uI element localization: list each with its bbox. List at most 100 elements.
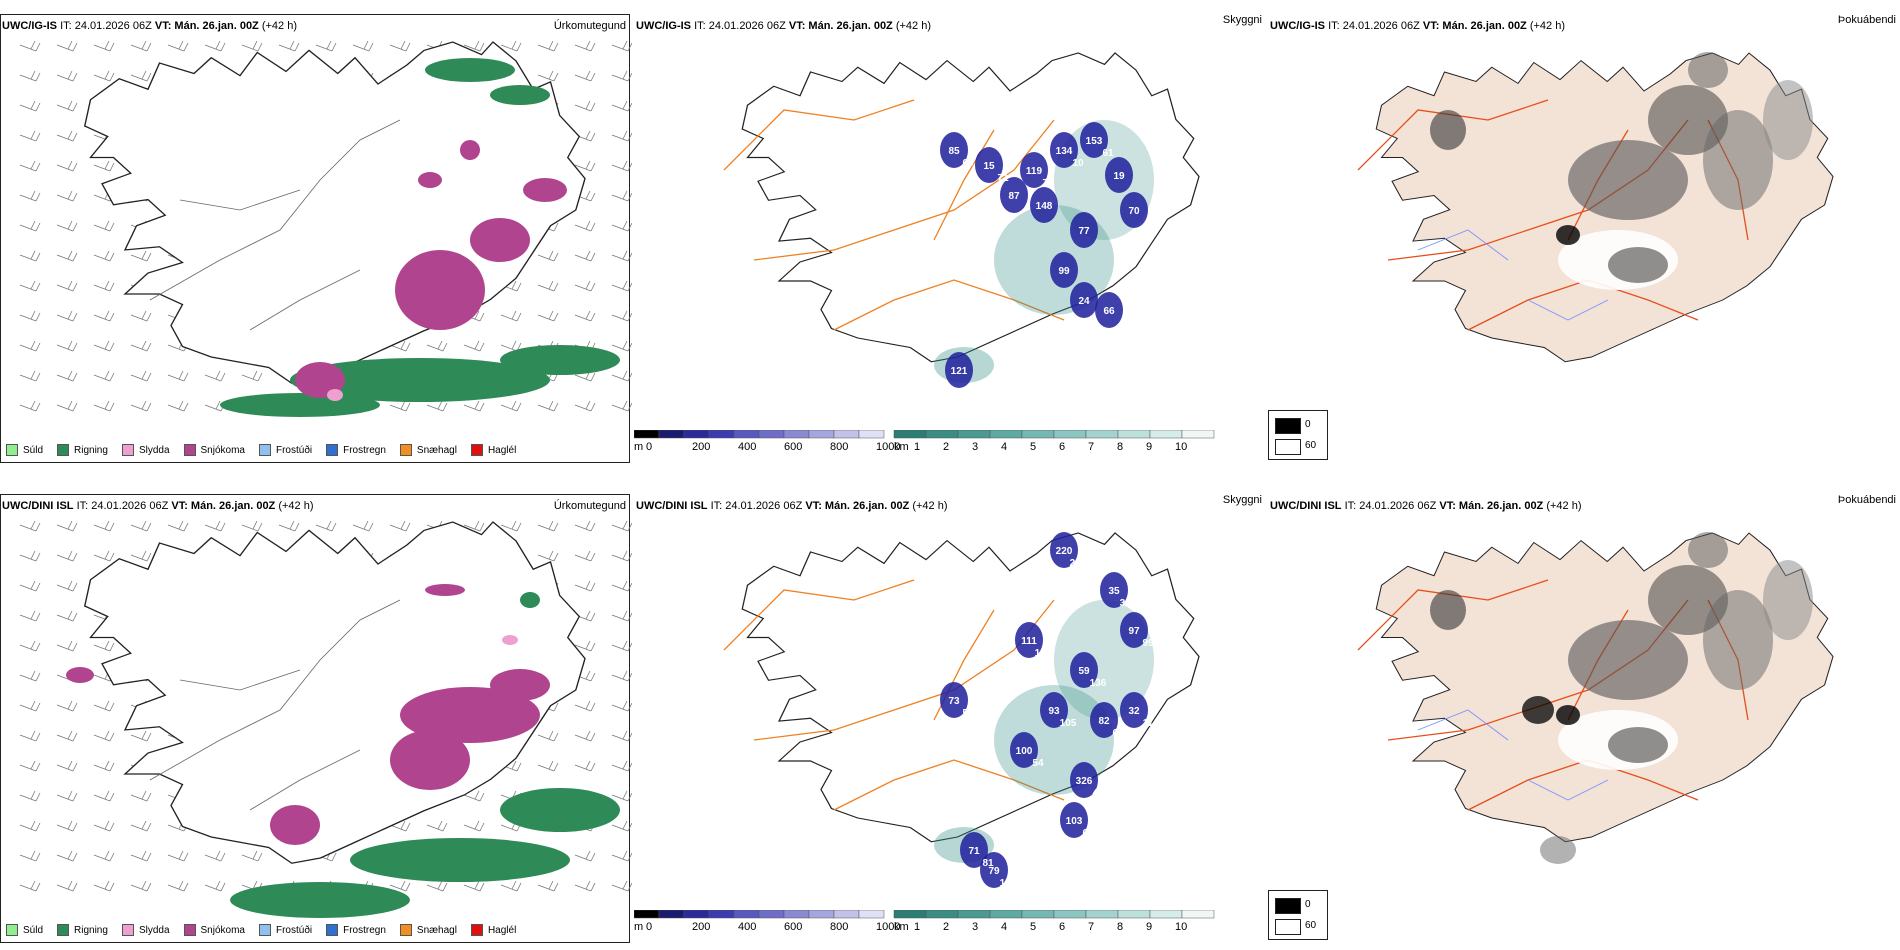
wind-barb [537,40,559,52]
wind-barb [537,760,559,772]
low-ceiling-area [1080,122,1108,158]
wind-barb [611,100,632,112]
ceiling-label: 45 [1092,788,1104,799]
colorbar-cell [925,910,959,919]
wind-barb [537,310,559,322]
ceiling-label: 58 [962,708,974,719]
fog-index-area [1568,620,1688,700]
rain-area [290,358,550,402]
rain-area [230,882,410,918]
wind-barb [56,70,78,82]
wind-barb [611,40,632,52]
wind-barb [204,40,226,52]
ceiling-label: 105 [1060,718,1077,729]
wind-barb [352,40,374,52]
ceiling-label: 10 [1072,158,1084,169]
ceiling-label: 11 [1143,718,1154,729]
wind-barb [130,850,152,862]
fog-legend-swatch-black [1275,418,1301,434]
colorbar-km-tick: 5 [1030,441,1036,453]
forecast-row: UWC/DINI ISL IT: 24.01.2026 06Z VT: Mán.… [0,480,1900,950]
colorbar-cell [658,430,685,439]
wind-barb [93,850,115,862]
colorbar-cell [808,430,835,439]
legend-swatch [258,444,271,456]
fog-index-area [1763,560,1813,640]
colorbar-cell [1149,430,1183,439]
wind-barb [537,250,559,262]
wind-barb [611,700,632,712]
wind-barb [19,610,41,622]
colorbar-m-tick: 200 [692,921,710,933]
rain-area [500,788,620,832]
wind-barb [93,730,115,742]
forecast-row: UWC/IG-IS IT: 24.01.2026 06Z VT: Mán. 26… [0,0,1900,470]
legend-label: Slydda [138,444,170,456]
low-ceiling-area [980,852,1008,888]
rain-area [490,85,550,105]
wind-barb [574,880,596,892]
wind-barb [56,580,78,592]
colorbar-km-tick: 1 [914,921,920,933]
wind-barb [463,40,485,52]
wind-barb [426,340,448,352]
wind-barb [130,70,152,82]
wind-barb [56,40,78,52]
wind-barb [19,160,41,172]
wind-barb [500,310,522,322]
colorbar-km-tick: 9 [1146,441,1152,453]
low-ceiling-area [1095,292,1123,328]
colorbar-km-tick: 4 [1001,921,1007,933]
sleet-area [502,635,518,645]
low-ceiling-area [1070,282,1098,318]
run-header: UWC/IG-IS IT: 24.01.2026 06Z VT: Mán. 26… [1270,20,1565,32]
wind-barb [93,400,115,412]
lead-time: (+42 h) [1546,500,1582,512]
wind-barb [19,400,41,412]
wind-barb [93,160,115,172]
panel-title: Þokuábendi [1837,494,1896,506]
wind-barb [167,850,189,862]
lead-time: (+42 h) [278,500,314,512]
colorbar-m-tick: 0 [646,921,652,933]
rain-area [350,838,570,882]
legend-item: Frostregn [326,924,386,936]
snow-area [425,584,465,596]
legend-item: Rigning [57,924,108,936]
wind-barb [19,250,41,262]
wind-barb [537,880,559,892]
legend-swatch [470,444,483,456]
rivers [1417,229,1609,321]
ceiling-label: 99 [1058,266,1070,277]
colorbar-cell [858,910,885,919]
wind-barb [500,880,522,892]
legend-label: Frostregn [343,444,386,456]
ceiling-label: 136 [1090,678,1107,689]
wind-barb [426,820,448,832]
ceiling-label: 19 [1113,171,1125,182]
wind-barb [574,70,596,82]
visibility-map: 220 35 97 59 93 82 32 111 100 326 103 71 79 73 260 334 9… [723,532,1200,889]
low-ceiling-area [1050,252,1078,288]
colorbar-cell [1181,910,1215,919]
run-header: UWC/IG-IS IT: 24.01.2026 06Z VT: Mán. 26… [636,20,931,32]
wind-barb [56,130,78,142]
ceiling-label: 85 [948,146,960,157]
colorbar-cell [1149,910,1183,919]
wind-barb [500,520,522,532]
wind-barb [93,310,115,322]
legend-swatch [6,924,18,936]
wind-barb [130,400,152,412]
ceiling-label: 121 [951,366,968,377]
colorbar-cell [1053,910,1087,919]
wind-barb [574,400,596,412]
wind-barb [611,580,632,592]
wind-barb [537,400,559,412]
colorbar-cell [1181,430,1215,439]
snow-area [490,669,550,701]
wind-barb [167,520,189,532]
wind-barb [130,40,152,52]
colorbar-cell [733,910,760,919]
legend-label: Frostúði [275,444,313,456]
fog-index-area [1522,696,1554,724]
